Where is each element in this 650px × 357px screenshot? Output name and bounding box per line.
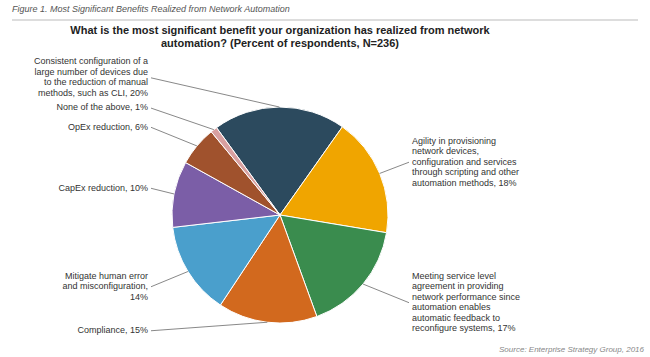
slice <box>173 215 280 305</box>
title: What is the most significant benefit you… <box>70 24 490 49</box>
leader-line <box>151 322 267 331</box>
slice-label-line: Agility in provisioning <box>412 136 496 146</box>
chart: Figure 1. Most Significant Benefits Real… <box>0 0 650 357</box>
title-group: What is the most significant benefit you… <box>70 24 490 49</box>
slice-label-line: Consistent configuration of a <box>34 56 148 66</box>
pie <box>172 107 388 323</box>
leader-line <box>151 127 197 146</box>
slice <box>280 127 388 233</box>
slice <box>211 128 280 215</box>
title-line: What is the most significant benefit you… <box>70 24 490 36</box>
slice-label-line: Compliance, 15% <box>77 325 148 335</box>
leader-line <box>380 162 409 173</box>
slice-label-line: None of the above, 1% <box>56 102 148 112</box>
leader-line <box>363 284 409 303</box>
slice-label: Compliance, 15% <box>77 325 148 335</box>
leader-line <box>151 188 174 194</box>
labels: Consistent configuration of alarge numbe… <box>34 56 520 335</box>
slice-label-line: 14% <box>130 292 148 302</box>
slice-label-line: network devices, <box>412 146 479 156</box>
separator <box>12 20 638 21</box>
title-line: automation? (Percent of respondents, N=2… <box>161 37 399 49</box>
slice-label-line: OpEx reduction, 6% <box>68 122 148 132</box>
slice-label: CapEx reduction, 10% <box>58 183 148 193</box>
slice-label: Consistent configuration of alarge numbe… <box>34 56 148 97</box>
source: Source: Enterprise Strategy Group, 2016 <box>499 345 645 354</box>
slice-label-line: Meeting service level <box>412 271 496 281</box>
slice-label: Meeting service levelagreement in provid… <box>412 271 520 334</box>
slice-label-line: and misconfiguration, <box>62 281 148 291</box>
figure-label: Figure 1. Most Significant Benefits Real… <box>12 4 290 14</box>
slice-label-line: reconfigure systems, 17% <box>412 323 516 333</box>
slice-label-line: network performance since <box>412 292 520 302</box>
leader-line <box>151 108 214 130</box>
slice-label-line: automation enables <box>412 302 491 312</box>
slice-label: None of the above, 1% <box>56 102 148 112</box>
slice-label-line: automation methods, 18% <box>412 178 517 188</box>
slice-label-line: to the reduction of manual <box>44 77 148 87</box>
slice-label: Agility in provisioningnetwork devices,c… <box>412 136 519 188</box>
slice <box>186 132 280 215</box>
slice-label: Mitigate human errorand misconfiguration… <box>62 271 148 302</box>
leader-line <box>151 272 188 287</box>
slice-label-line: through scripting and other <box>412 167 519 177</box>
slice-label-line: automatic feedback to <box>412 313 500 323</box>
slice-label-line: agreement in providing <box>412 281 504 291</box>
slice-label-line: methods, such as CLI, 20% <box>38 88 148 98</box>
slice-label-line: configuration and services <box>412 157 517 167</box>
slice-label: OpEx reduction, 6% <box>68 122 148 132</box>
slice-label-line: Mitigate human error <box>65 271 148 281</box>
slice-label-line: large number of devices due <box>34 67 148 77</box>
slice-label-line: CapEx reduction, 10% <box>58 183 148 193</box>
leader-line <box>151 78 279 107</box>
